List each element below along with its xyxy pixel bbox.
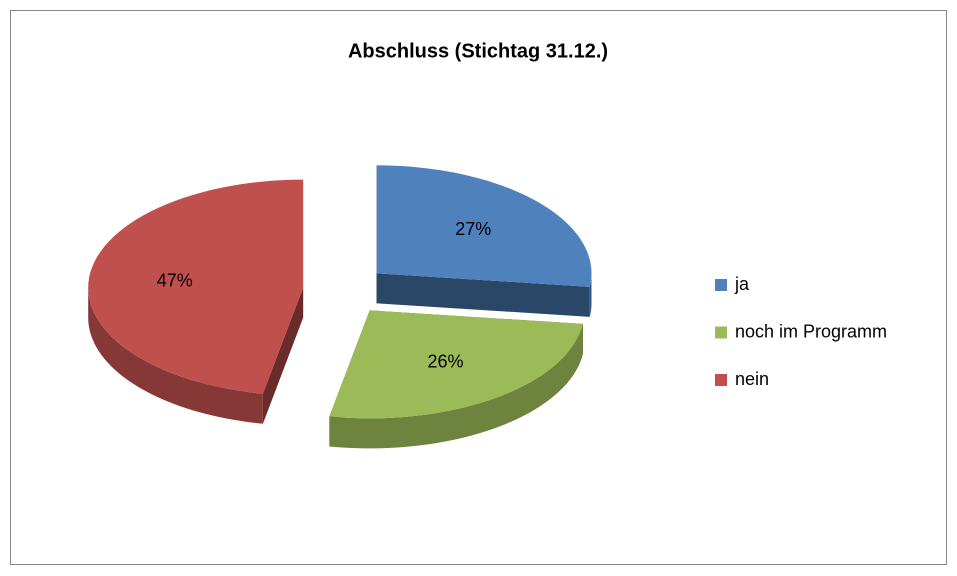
slice: 27% [376, 165, 592, 317]
slice-top [88, 179, 304, 394]
legend-label: ja [734, 274, 750, 294]
slice-side [376, 273, 590, 317]
data-label: 26% [427, 352, 463, 372]
slice-top [329, 310, 583, 419]
slice-top [376, 165, 592, 287]
chart-title: Abschluss (Stichtag 31.12.) [348, 40, 608, 62]
slice-outer-side [589, 273, 592, 317]
slice: 47% [88, 179, 304, 424]
slice-outer-side [88, 287, 263, 424]
legend-label: noch im Programm [735, 321, 887, 341]
slice-side [262, 287, 304, 424]
slice: 26% [329, 310, 583, 449]
legend-swatch [715, 374, 727, 386]
slice-outer-side [329, 323, 583, 449]
legend-swatch [715, 326, 727, 339]
data-label: 27% [455, 219, 491, 239]
legend-swatch [715, 279, 727, 291]
legend-label: nein [735, 369, 769, 389]
data-label: 47% [157, 270, 193, 290]
